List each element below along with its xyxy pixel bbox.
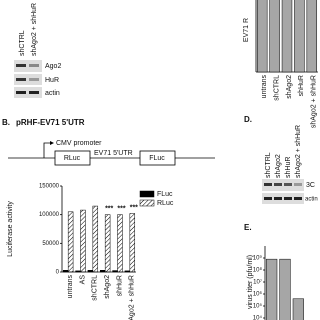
row-label: Ago2 [45, 63, 61, 70]
band [16, 64, 26, 67]
band [264, 197, 272, 200]
lane-label: shAgo2 [275, 154, 282, 178]
construct-title: pRHF-EV71 5'UTR [16, 118, 85, 127]
lane-label: shAgo2 + shHuR [295, 125, 302, 178]
legend-label: FLuc [157, 191, 173, 198]
lane-label: shCTRL [19, 30, 26, 56]
band [274, 197, 282, 200]
promoter-label: CMV promoter [56, 140, 102, 147]
bar [279, 258, 291, 320]
band [294, 183, 302, 186]
band [274, 183, 282, 186]
panel-label: B. [2, 118, 10, 127]
y-tick-label: 10⁷ [253, 279, 262, 286]
lane-label: shCTRL [265, 152, 272, 178]
bar [67, 211, 74, 273]
lane-label: shHuR [285, 157, 292, 178]
promoter-arrow [43, 142, 52, 158]
panel-label: E. [244, 223, 252, 232]
panel-label: D. [244, 115, 252, 124]
band [264, 183, 272, 186]
bar [256, 0, 268, 73]
bar [117, 214, 123, 273]
bar [129, 213, 136, 273]
x-tick-label: shAgo2 [104, 275, 111, 299]
y-axis-label: Luciferase activity [7, 201, 14, 257]
lane-label: shAgo2 + shHuR [31, 3, 38, 56]
legend-swatch [139, 190, 155, 198]
annotation: *** [130, 204, 138, 211]
band [29, 78, 39, 81]
bar [269, 0, 280, 73]
y-tick-label: 10⁴ [253, 315, 263, 320]
arrowhead [50, 141, 54, 145]
gene-box [139, 150, 176, 166]
bar [99, 270, 106, 273]
x-tick-label: shCTRL [92, 275, 99, 301]
bar [124, 270, 131, 273]
y-tick-label: 150000 [39, 184, 60, 190]
y-tick-label: 10⁵ [253, 303, 263, 310]
bar [80, 209, 86, 273]
y-axis-label: virus titer (pfu/ml) [247, 255, 254, 309]
band [284, 197, 292, 200]
bar [281, 0, 293, 73]
band [16, 91, 26, 94]
gene-label: RLuc [64, 155, 81, 162]
blot [262, 179, 304, 191]
band [294, 197, 302, 200]
band [284, 183, 292, 186]
gene-label: FLuc [149, 155, 165, 162]
legend-label: RLuc [157, 200, 174, 207]
bar [292, 298, 304, 320]
blot [14, 74, 42, 85]
x-tick-label: shAgo2 [286, 75, 293, 99]
y-tick-label: 10⁸ [253, 267, 263, 274]
blot [262, 193, 304, 204]
y-tick-label: 10⁹ [253, 255, 263, 262]
bar [266, 258, 278, 320]
bar [75, 270, 81, 273]
x-tick-label: AS [79, 275, 86, 285]
bar [112, 270, 118, 273]
band [29, 91, 39, 94]
annotation: *** [105, 206, 113, 213]
blot [14, 87, 42, 98]
legend-swatch [139, 199, 155, 207]
x-tick-label: untrans [261, 75, 268, 99]
x-tick-label: shHuR [116, 275, 123, 296]
y-tick-label: 10⁶ [253, 291, 263, 298]
bar [92, 205, 99, 273]
bar [104, 214, 111, 273]
band [16, 78, 26, 81]
row-label: HuR [45, 77, 59, 84]
y-tick-label: 0 [56, 270, 60, 276]
utr-label: EV71 5'UTR [94, 150, 133, 157]
x-tick-label: shCTRL [273, 75, 280, 101]
bar [62, 270, 69, 273]
x-tick-label: shAgo2 + shHuR [311, 75, 318, 128]
y-tick-label: 100000 [39, 212, 60, 218]
annotation: *** [117, 206, 125, 213]
bar [294, 0, 305, 73]
x-tick-label: shHuR [298, 75, 305, 96]
gene-box [54, 150, 91, 166]
x-tick-label: shAgo2 + shHuR [129, 275, 136, 320]
x-tick-label: untrans [67, 275, 74, 299]
bar [87, 270, 94, 273]
bar [306, 0, 318, 73]
band [29, 64, 39, 67]
row-label: 3C [306, 182, 315, 189]
blot [14, 60, 42, 72]
row-label: actin [45, 90, 60, 97]
row-label: actin [305, 197, 318, 203]
y-tick-label: 50000 [42, 241, 59, 247]
y-axis-label: EV71 R [243, 18, 250, 42]
